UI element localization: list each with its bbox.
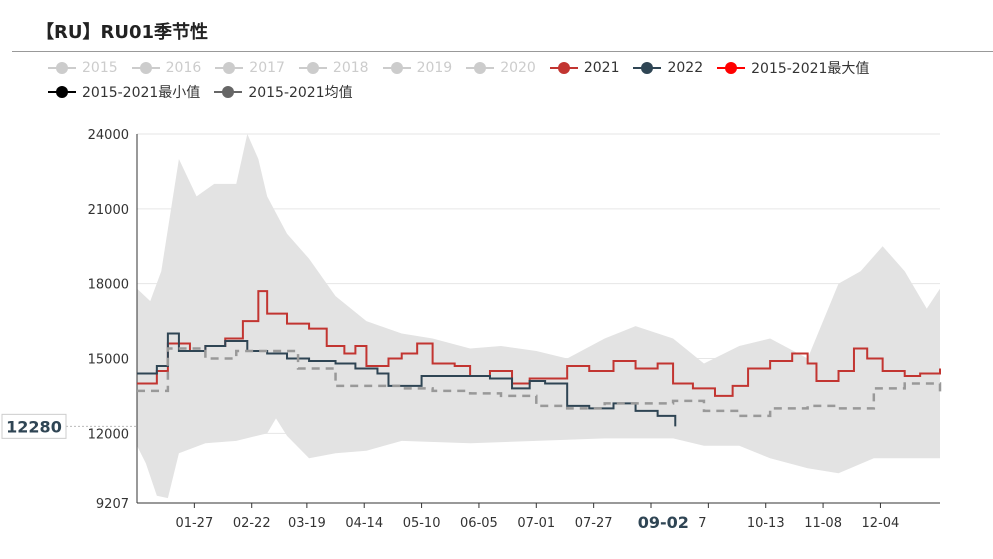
legend-item-2018[interactable]: 2018 — [298, 56, 369, 80]
legend-label: 2015 — [82, 60, 118, 76]
min-max-band — [137, 134, 940, 499]
legend-marker-icon — [717, 62, 746, 74]
legend-label: 2018 — [332, 60, 369, 76]
y-tick-label: 24000 — [88, 128, 129, 143]
x-tick-label: 10-13 — [747, 516, 785, 531]
legend-marker-icon — [633, 62, 662, 74]
legend-label: 2021 — [583, 60, 620, 76]
legend-marker-icon — [466, 62, 495, 74]
x-tick-label: 12-04 — [862, 516, 900, 531]
legend-label: 2015-2021均值 — [248, 85, 353, 101]
legend-item-2019[interactable]: 2019 — [382, 56, 453, 80]
legend-marker-icon — [298, 62, 327, 74]
legend-marker-icon — [48, 86, 76, 98]
y-tick-label: 9207 — [96, 497, 129, 512]
x-tick-label: 11-08 — [804, 516, 842, 531]
x-tick-label: 04-14 — [345, 516, 383, 531]
legend-label: 2019 — [416, 60, 453, 76]
legend-item-2015[interactable]: 2015 — [48, 56, 118, 80]
legend-marker-icon — [549, 62, 578, 74]
y-tick-label: 18000 — [88, 278, 129, 293]
y-tick-label: 21000 — [88, 203, 129, 218]
legend-label: 2020 — [500, 60, 536, 76]
y-tick-label: 12000 — [88, 427, 129, 442]
legend-item-2015-2021最大值[interactable]: 2015-2021最大值 — [717, 56, 869, 80]
x-tick-label: 7 — [698, 516, 706, 531]
x-tick-label: 06-05 — [460, 516, 498, 531]
legend-item-2017[interactable]: 2017 — [215, 56, 285, 80]
title-divider — [12, 51, 993, 52]
y-pointer-label: 12280 — [6, 417, 62, 436]
legend: 2015 2016 2017 2018 2019 2020 2021 2022 2015-202… — [48, 56, 988, 104]
x-tick-label: 07-27 — [575, 516, 613, 531]
legend-label: 2015-2021最大值 — [751, 61, 870, 77]
legend-item-2020[interactable]: 2020 — [466, 56, 536, 80]
legend-marker-icon — [48, 62, 76, 74]
legend-marker-icon — [215, 62, 244, 74]
legend-item-2021[interactable]: 2021 — [549, 56, 620, 80]
x-tick-label: 01-27 — [175, 516, 213, 531]
legend-marker-icon — [382, 62, 411, 74]
legend-item-2022[interactable]: 2022 — [633, 56, 703, 80]
legend-marker-icon — [214, 86, 243, 98]
legend-label: 2016 — [165, 60, 202, 76]
x-pointer-label: 09-02 — [638, 513, 689, 532]
legend-item-2015-2021均值[interactable]: 2015-2021均值 — [214, 80, 353, 104]
y-tick-label: 15000 — [88, 352, 129, 367]
legend-item-2015-2021最小值[interactable]: 2015-2021最小值 — [48, 80, 200, 104]
y-pointer-label-box — [1, 413, 67, 439]
legend-marker-icon — [131, 62, 160, 74]
legend-item-2016[interactable]: 2016 — [131, 56, 202, 80]
legend-label: 2022 — [667, 60, 704, 76]
x-tick-label: 07-01 — [517, 516, 555, 531]
series-line-2022 — [137, 332, 677, 427]
x-tick-label: 05-10 — [403, 516, 441, 531]
chart-title: 【RU】RU01季节性 — [36, 22, 209, 43]
legend-label: 2017 — [249, 60, 285, 76]
x-tick-label: 03-19 — [288, 516, 326, 531]
x-tick-label: 02-22 — [233, 516, 271, 531]
legend-label: 2015-2021最小值 — [82, 85, 201, 101]
